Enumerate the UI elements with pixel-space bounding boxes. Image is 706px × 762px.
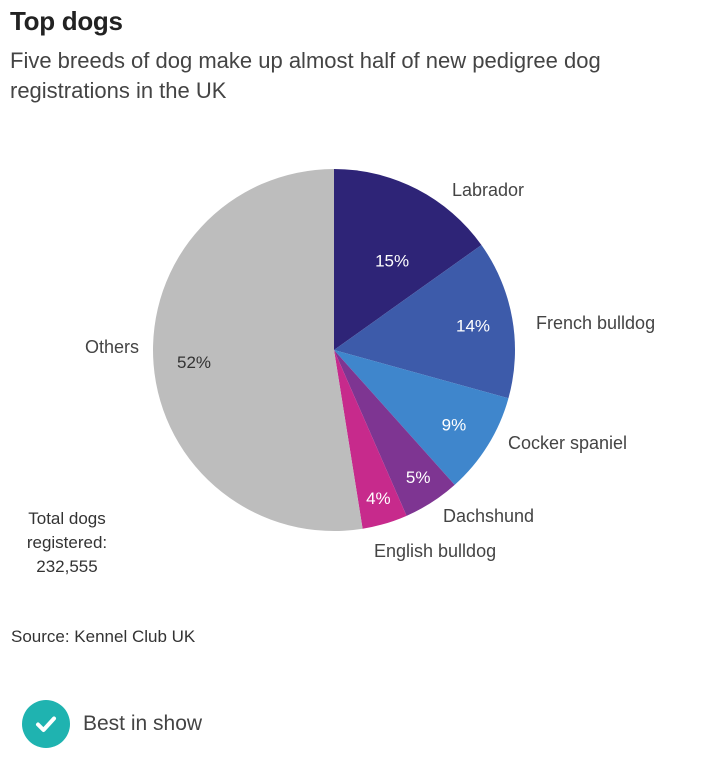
- total-value: 232,555: [36, 557, 98, 576]
- slice-label-labrador: Labrador: [452, 180, 524, 200]
- total-label-line1: Total dogs: [28, 509, 106, 528]
- total-label-line2: registered:: [26, 533, 108, 552]
- check-circle-icon: [22, 700, 70, 748]
- footer-label: Best in show: [83, 712, 203, 735]
- pie-chart: 15% Labrador 14% French bulldog 9% Cocker spa…: [85, 169, 655, 561]
- slice-percent-english-bulldog: 4%: [366, 489, 391, 508]
- slice-label-dachshund: Dachshund: [443, 506, 534, 526]
- pie-slice-labrador: [334, 169, 482, 350]
- pie-slice-cocker-spaniel: [334, 350, 509, 485]
- slice-percent-dachshund: 5%: [406, 468, 431, 487]
- chart-subtitle: Five breeds of dog make up almost half o…: [10, 48, 601, 103]
- slice-percent-cocker-spaniel: 9%: [442, 415, 467, 434]
- total-registered-note: Total dogs registered: 232,555: [12, 507, 122, 579]
- pie-slice-others: [153, 169, 363, 531]
- slice-label-others: Others: [85, 337, 139, 357]
- pie-slice-dachshund: [334, 350, 455, 516]
- best-in-show-badge: Best in show: [22, 700, 202, 748]
- slice-percent-labrador: 15%: [375, 252, 409, 271]
- slice-percent-french-bulldog: 14%: [456, 316, 490, 335]
- chart-title: Top dogs: [10, 6, 123, 36]
- source-note: Source: Kennel Club UK: [11, 627, 196, 646]
- pie-slice-french-bulldog: [334, 245, 515, 399]
- slice-label-english-bulldog: English bulldog: [374, 541, 496, 561]
- slice-label-french-bulldog: French bulldog: [536, 313, 655, 333]
- slice-label-cocker-spaniel: Cocker spaniel: [508, 433, 627, 453]
- slice-percent-others: 52%: [177, 353, 211, 372]
- pie-slice-english-bulldog: [334, 350, 407, 529]
